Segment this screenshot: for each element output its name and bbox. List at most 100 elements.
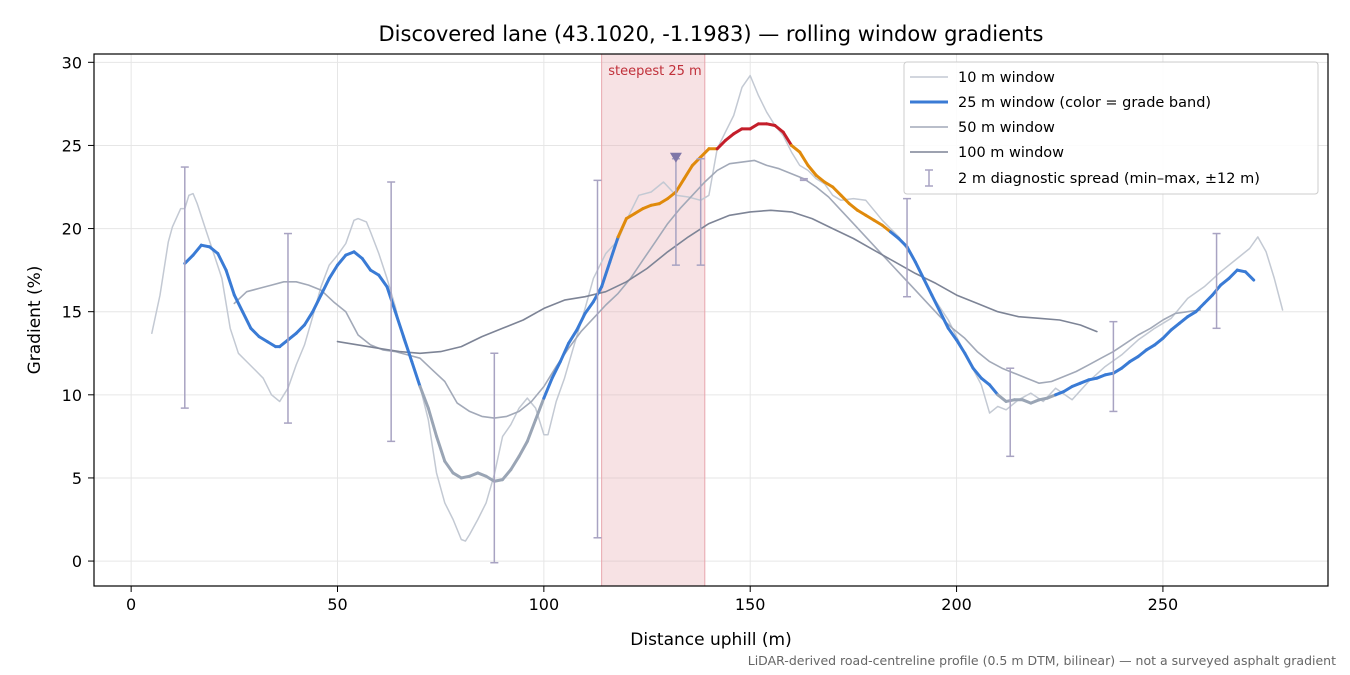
series-segment-25m (616, 217, 628, 239)
series-segment-25m (241, 310, 253, 330)
series-segment-25m (798, 150, 810, 167)
series-segment-25m (674, 177, 686, 194)
footnote: LiDAR-derived road-centreline profile (0… (748, 653, 1336, 668)
legend-box (903, 61, 1319, 195)
chart-title: Discovered lane (43.1020, -1.1983) — rol… (379, 22, 1044, 46)
diagnostic-spread-layer (180, 152, 1221, 564)
legend-label-25m: 25 m window (color = grade band) (958, 95, 1211, 111)
series-segment-25m (897, 237, 909, 249)
series-segment-25m (1169, 321, 1181, 332)
x-tick-label: 100 (529, 595, 560, 614)
highlight-band-label: steepest 25 m (608, 64, 701, 79)
series-segment-25m (955, 338, 967, 355)
series-segment-25m (257, 335, 269, 344)
series-segment-25m (1243, 270, 1256, 282)
series-layer (151, 74, 1284, 542)
series-segment-25m (1128, 355, 1140, 364)
series-segment-25m (451, 471, 463, 480)
series-segment-25m (748, 122, 760, 131)
legend-swatch-spread (925, 169, 933, 187)
spread-errorbar (696, 157, 705, 266)
series-segment-25m (216, 252, 228, 272)
spread-errorbar (1006, 367, 1015, 458)
series-segment-25m (880, 223, 893, 234)
series-segment-25m (946, 326, 959, 342)
spread-errorbar (387, 181, 396, 443)
y-tick-label: 15 (62, 303, 82, 322)
series-segment-25m (542, 376, 554, 400)
series-segment-25m (418, 385, 430, 410)
series-segment-25m (682, 163, 694, 181)
y-tick-label: 10 (62, 386, 82, 405)
series-segment-25m (517, 439, 529, 458)
series-segment-25m (773, 123, 785, 134)
series-segment-25m (509, 454, 521, 472)
series-segment-25m (971, 366, 983, 380)
series-segment-25m (311, 293, 323, 314)
x-axis-label: Distance uphill (m) (630, 630, 791, 650)
series-segment-25m (352, 250, 364, 260)
series-segment-25m (600, 260, 612, 289)
series-segment-25m (183, 253, 195, 265)
series-segment-25m (484, 474, 496, 483)
series-line-100m (336, 209, 1098, 355)
y-tick-label: 20 (62, 220, 82, 239)
series-segment-25m (864, 213, 876, 222)
series-segment-25m (930, 293, 942, 314)
series-segment-25m (402, 335, 414, 364)
x-tick-label: 50 (327, 595, 347, 614)
series-segment-25m (1219, 276, 1231, 287)
series-segment-25m (583, 300, 595, 315)
spread-errorbar (180, 166, 189, 409)
series-segment-25m (831, 185, 843, 197)
series-segment-25m (657, 197, 670, 206)
series-segment-25m (319, 276, 331, 297)
highlight-band-layer (601, 54, 706, 586)
legend-label-spread: 2 m diagnostic spread (min–max, ±12 m) (958, 171, 1260, 187)
y-tick-label: 0 (72, 552, 82, 571)
series-segment-25m (938, 310, 950, 330)
series-segment-25m (286, 331, 298, 342)
x-tick-label: 200 (941, 595, 972, 614)
y-axis-ticks: 0 5 10 15 20 25 30 (62, 53, 94, 571)
series-segment-25m (369, 268, 381, 277)
series-segment-25m (1177, 315, 1190, 325)
legend-label-10m: 10 m window (958, 70, 1055, 86)
spread-errorbar (593, 179, 602, 539)
series-segment-25m (567, 328, 579, 345)
spread-errorbar (903, 197, 912, 298)
spread-errorbar (283, 232, 292, 424)
series-segment-25m (1227, 268, 1239, 280)
series-segment-25m (575, 311, 587, 332)
spread-errorbar (799, 177, 808, 182)
series-segment-25m (699, 147, 711, 159)
series-segment-25m (534, 396, 546, 422)
series-line-10m (151, 74, 1284, 542)
y-tick-label: 25 (62, 136, 82, 155)
series-segment-25m (856, 208, 868, 217)
series-segment-25m (224, 268, 236, 297)
legend-label-100m: 100 m window (958, 145, 1064, 161)
series-segment-25m (913, 260, 926, 280)
series-segment-25m (922, 276, 934, 297)
series-segment-25m (814, 173, 826, 184)
series-segment-25m (781, 130, 793, 147)
series-segment-25m (393, 310, 406, 339)
series-segment-25m (806, 163, 818, 177)
y-tick-label: 30 (62, 53, 82, 72)
series-segment-25m (1144, 343, 1157, 352)
spread-errorbar (490, 352, 499, 564)
series-segment-25m (1161, 328, 1173, 340)
series-segment-25m (1194, 301, 1206, 314)
x-tick-label: 150 (735, 595, 766, 614)
series-segment-25m (624, 212, 637, 221)
series-segment-25m (839, 193, 851, 206)
series-segment-25m (996, 393, 1008, 403)
series-segment-25m (1062, 385, 1074, 393)
series-segment-25m (847, 202, 860, 212)
grid (94, 54, 1328, 586)
series-segment-25m (377, 273, 389, 289)
series-segment-25m (715, 138, 727, 151)
series-segment-25m (1186, 310, 1198, 319)
